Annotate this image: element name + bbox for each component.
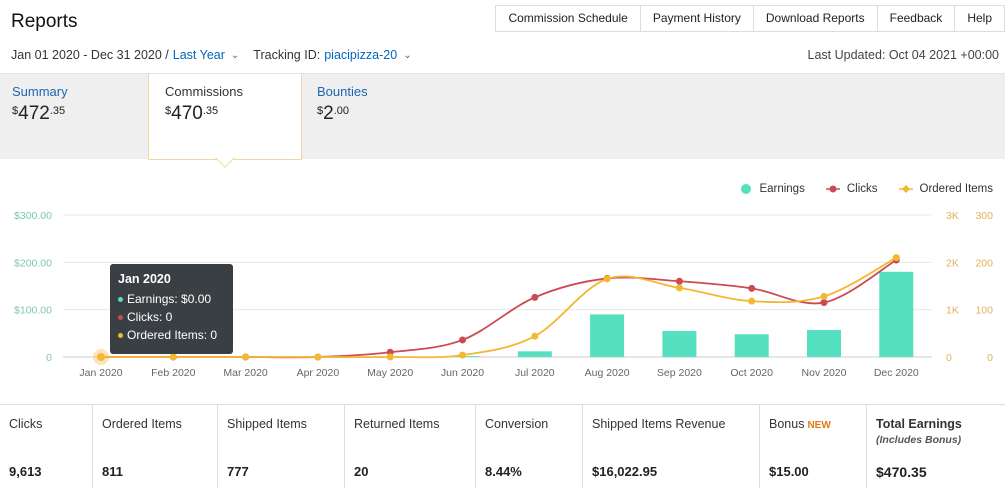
ordered-items-point xyxy=(242,353,250,361)
help-button[interactable]: Help xyxy=(955,6,1005,31)
earnings-dot-icon xyxy=(118,296,123,302)
ordered-items-point xyxy=(892,254,900,262)
date-range: Jan 01 2020 - Dec 31 2020 / xyxy=(11,48,169,62)
right-axis-tick-outer: 0 xyxy=(987,352,993,364)
x-axis-tick: Jun 2020 xyxy=(441,367,484,379)
tab-label: Bounties xyxy=(317,84,368,99)
x-axis-tick: Apr 2020 xyxy=(297,367,340,379)
earnings-bar xyxy=(807,330,841,357)
ordered-items-point xyxy=(748,297,756,305)
chart-legend: Earnings Clicks Ordered Items xyxy=(719,183,993,195)
tab-commissions[interactable]: Commissions $470.35 xyxy=(148,74,302,160)
clicks-point xyxy=(748,284,756,292)
ordered-items-point xyxy=(603,275,611,283)
clicks-point xyxy=(459,336,466,344)
summary-table: Clicks 9,613 Ordered Items 811 Shipped I… xyxy=(0,404,1005,488)
clicks-dot-icon xyxy=(118,314,123,320)
ordered-items-line xyxy=(100,256,897,359)
tab-bounties[interactable]: Bounties $2.00 xyxy=(305,74,445,160)
top-nav: Commission Schedule Payment History Down… xyxy=(495,5,1005,32)
tab-summary[interactable]: Summary $472.35 xyxy=(0,74,148,160)
right-axis-tick-outer: 100 xyxy=(975,305,993,317)
summary-cell-total: Total Earnings (Includes Bonus) $470.35 xyxy=(876,417,962,480)
x-axis-tick: Jan 2020 xyxy=(79,367,122,379)
tooltip-earnings: Earnings: $0.00 xyxy=(127,292,212,306)
earnings-bar xyxy=(662,330,697,357)
ordered-diamond-icon xyxy=(898,185,913,193)
filter-row: Jan 01 2020 - Dec 31 2020 / Last Year ⌄ … xyxy=(11,48,412,62)
ordered-items-point xyxy=(531,332,539,340)
tab-label: Summary xyxy=(12,84,68,99)
tracking-label: Tracking ID: xyxy=(253,48,321,62)
x-axis-tick: Mar 2020 xyxy=(223,367,268,379)
clicks-point xyxy=(531,293,539,301)
right-axis-tick: 1K xyxy=(946,305,959,317)
feedback-button[interactable]: Feedback xyxy=(877,6,956,31)
left-axis-tick: 0 xyxy=(46,352,52,364)
earnings-bar xyxy=(734,334,769,357)
x-axis-tick: Sep 2020 xyxy=(657,367,702,379)
page-title: Reports xyxy=(11,11,78,32)
tab-value: $2.00 xyxy=(317,103,350,124)
right-axis-tick-outer: 300 xyxy=(975,210,993,222)
tab-label: Commissions xyxy=(165,84,244,99)
left-axis-tick: $300.00 xyxy=(14,210,52,222)
tab-value: $472.35 xyxy=(12,103,66,124)
new-badge: NEW xyxy=(807,420,831,431)
tab-value: $470.35 xyxy=(165,103,219,124)
ordered-items-point xyxy=(675,284,683,292)
earnings-bar xyxy=(879,271,914,357)
x-axis-tick: Dec 2020 xyxy=(874,367,919,379)
tooltip-ordered: Ordered Items: 0 xyxy=(127,328,218,342)
x-axis-tick: Feb 2020 xyxy=(151,367,196,379)
ordered-items-point xyxy=(314,353,322,361)
ordered-dot-icon xyxy=(118,332,123,338)
hover-point xyxy=(97,353,105,361)
clicks-point xyxy=(820,299,828,307)
ordered-items-point xyxy=(459,351,466,359)
earnings-chart: $300.00 $200.00 $100.00 0 3K 300 2K 200 1K 100 0 0 J… xyxy=(14,210,993,379)
x-axis-tick: Jul 2020 xyxy=(515,367,555,379)
x-axis-tick: Aug 2020 xyxy=(585,367,630,379)
ordered-items-point xyxy=(820,292,828,300)
report-tabs: Summary $472.35 Commissions $470.35 Boun… xyxy=(0,73,1005,160)
payment-history-button[interactable]: Payment History xyxy=(640,6,754,31)
last-updated: Last Updated: Oct 04 2021 +00:00 xyxy=(807,48,999,62)
x-axis-tick: May 2020 xyxy=(367,367,413,379)
chart-tooltip: Jan 2020 Earnings: $0.00 Clicks: 0 Order… xyxy=(110,264,233,354)
clicks-line-icon xyxy=(825,185,840,193)
summary-cell-clicks: Clicks 9,613 xyxy=(0,405,93,488)
left-axis-tick: $200.00 xyxy=(14,257,52,269)
period-dropdown[interactable]: Last Year xyxy=(172,48,225,62)
legend-earnings[interactable]: Earnings xyxy=(739,183,805,195)
ordered-items-point xyxy=(386,353,394,361)
earnings-bar xyxy=(590,314,625,357)
left-axis-tick: $100.00 xyxy=(14,305,52,317)
summary-cell-revenue: Shipped Items Revenue $16,022.95 xyxy=(583,405,760,488)
summary-cell-conversion: Conversion 8.44% xyxy=(476,405,583,488)
chevron-down-icon[interactable]: ⌄ xyxy=(230,49,240,61)
right-axis-tick: 2K xyxy=(946,257,959,269)
summary-cell-returned: Returned Items 20 xyxy=(345,405,476,488)
download-reports-button[interactable]: Download Reports xyxy=(753,6,878,31)
ordered-items-point xyxy=(169,353,177,361)
tracking-id-dropdown[interactable]: piacipizza-20 xyxy=(324,48,398,62)
right-axis-tick: 0 xyxy=(946,352,952,364)
chevron-down-icon[interactable]: ⌄ xyxy=(403,49,412,61)
commission-schedule-button[interactable]: Commission Schedule xyxy=(496,6,641,31)
tooltip-clicks: Clicks: 0 xyxy=(127,310,173,324)
right-axis-tick: 3K xyxy=(946,210,959,222)
legend-ordered-items[interactable]: Ordered Items xyxy=(898,183,993,195)
clicks-point xyxy=(675,277,683,285)
legend-clicks[interactable]: Clicks xyxy=(825,183,878,195)
summary-cell-bonus: Bonus NEW $15.00 xyxy=(760,405,867,488)
x-axis-tick: Oct 2020 xyxy=(730,367,773,379)
right-axis-tick-outer: 200 xyxy=(975,257,993,269)
x-axis-tick: Nov 2020 xyxy=(802,367,847,379)
earnings-dot-icon xyxy=(741,184,752,194)
summary-cell-ordered: Ordered Items 811 xyxy=(93,405,218,488)
tooltip-title: Jan 2020 xyxy=(118,272,171,286)
summary-cell-shipped: Shipped Items 777 xyxy=(218,405,345,488)
earnings-bar xyxy=(517,351,552,357)
